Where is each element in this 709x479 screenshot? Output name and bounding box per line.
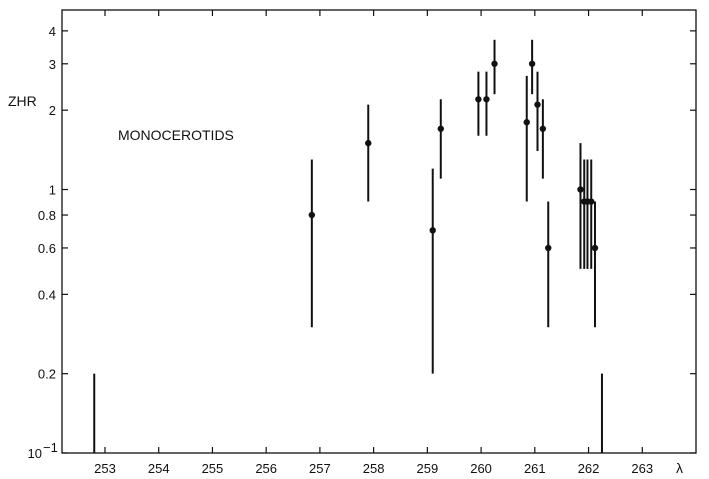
upper-limit-markers [93,373,603,453]
y-tick-label: 2 [49,103,56,118]
x-tick-label: 257 [309,461,331,476]
y-tick-label: 0.4 [38,287,56,302]
error-bars [310,39,596,374]
data-point [365,139,372,147]
data-point [437,125,444,132]
data-point [539,125,547,132]
y-tick-label: 4 [49,24,56,39]
data-point [429,227,436,234]
y-tick-label: 10 [28,446,42,461]
y-axis-ticks: 10 −1 0.2 0.4 0.6 0.8 1 2 3 4 [28,24,696,461]
plot-frame [61,9,697,454]
data-point [545,244,552,252]
x-tick-label: 258 [363,461,385,476]
data-point [491,60,498,67]
x-tick-label: 261 [524,461,546,476]
y-tick-exponent: −1 [43,440,58,455]
x-tick-label: 262 [578,461,600,476]
y-tick-label: 3 [49,57,56,72]
x-tick-label: 254 [148,461,170,476]
x-tick-label: 263 [631,461,653,476]
y-tick-label: 0.2 [38,367,56,382]
y-tick-label: 0.6 [38,241,56,256]
x-tick-label: 256 [255,461,277,476]
data-point [483,96,490,103]
data-point [591,244,599,252]
x-tick-label: 255 [202,461,224,476]
y-tick-label: 1 [49,183,56,198]
y-axis-label: ZHR [8,93,37,109]
x-axis-ticks: 253 254 255 256 257 258 259 260 261 262 263 [94,10,653,476]
x-tick-label: 259 [417,461,439,476]
data-points [308,60,599,252]
x-axis-label: λ [676,460,683,476]
data-point [528,60,536,67]
x-tick-label: 253 [94,461,116,476]
data-point [588,198,595,205]
data-point [308,211,316,219]
x-tick-label: 260 [470,461,492,476]
y-tick-label: 0.8 [38,208,56,223]
data-point [475,96,482,103]
data-point [577,186,584,193]
data-point [523,119,530,126]
shower-annotation: MONOCEROTIDS [118,127,234,143]
data-point [534,101,541,108]
